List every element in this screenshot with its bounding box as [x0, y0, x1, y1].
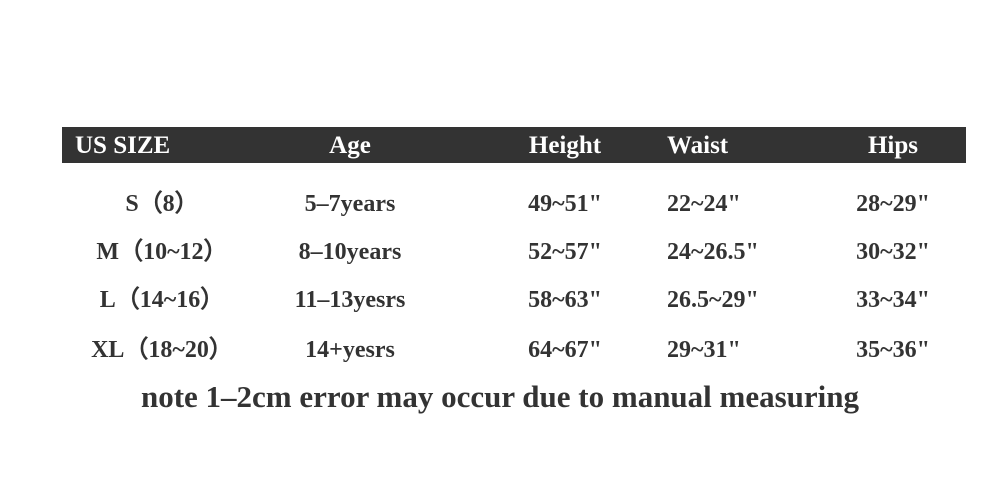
table-cell: 58~63" — [528, 287, 602, 313]
table-cell: S（8） — [125, 191, 199, 217]
header-cell: Waist — [667, 132, 729, 159]
table-cell: 64~67" — [528, 337, 602, 363]
table-cell: 30~32" — [856, 239, 930, 265]
header-cell: Hips — [867, 132, 919, 159]
table-cell: 11–13yesrs — [294, 287, 406, 313]
header-bar — [62, 127, 966, 163]
table-cell: 26.5~29" — [667, 287, 759, 313]
table-cell: 49~51" — [528, 191, 602, 217]
table-cell: 24~26.5" — [667, 239, 759, 265]
table-cell: XL（18~20） — [91, 337, 233, 363]
table-cell: M（10~12） — [96, 239, 228, 265]
table-cell: 35~36" — [856, 337, 930, 363]
table-cell: 8–10years — [298, 239, 402, 265]
table-cell: L（14~16） — [99, 287, 225, 313]
table-cell: 22~24" — [667, 191, 741, 217]
table-cell: 5–7years — [304, 191, 396, 217]
note: note 1–2cm error may occur due to manual… — [140, 379, 860, 414]
table-cell: 28~29" — [856, 191, 930, 217]
table-cell: 29~31" — [667, 337, 741, 363]
header-cell: US SIZE — [75, 132, 171, 159]
header-cell: Age — [329, 132, 371, 159]
table-cell: 33~34" — [856, 287, 930, 313]
header-cell: Height — [528, 132, 602, 159]
table-cell: 14+yesrs — [305, 337, 395, 363]
table-cell: 52~57" — [528, 239, 602, 265]
